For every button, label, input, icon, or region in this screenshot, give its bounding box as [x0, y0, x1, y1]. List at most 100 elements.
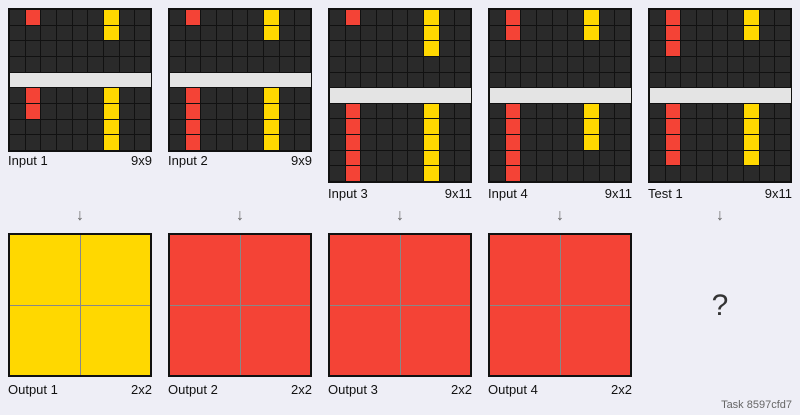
grid-cell: [521, 25, 536, 41]
grid-cell: [361, 41, 376, 56]
grid-cell: [330, 235, 400, 305]
grid-cell: [201, 104, 216, 119]
grid-cell: [584, 72, 599, 88]
grid-cell: [135, 41, 150, 56]
down-arrow-icon: ↓: [396, 207, 404, 224]
grid-cell: [568, 135, 583, 150]
grid-cell: [439, 166, 455, 181]
grid-cell: [775, 119, 790, 135]
grid-cell: [392, 88, 408, 103]
grid-cell: [439, 10, 455, 25]
grid-cell: [759, 41, 775, 56]
grid-cell: [712, 119, 728, 135]
grid-cell: [345, 103, 361, 119]
grid-cell: [361, 150, 376, 166]
grid-cell: [248, 72, 263, 88]
grid-cell: [681, 119, 696, 135]
grid-cell: [104, 88, 119, 103]
grid-cell: [408, 166, 423, 181]
grid-cell: [88, 104, 103, 119]
grid-cell: [665, 150, 681, 166]
grid-cell: [264, 10, 279, 25]
grid-cell: [240, 235, 310, 305]
grid-cell: [170, 57, 185, 72]
grid-cell: [377, 119, 392, 135]
grid-cell: [72, 104, 88, 119]
grid-cell: [728, 10, 743, 25]
grid-cell: [424, 88, 439, 103]
grid-cell: [759, 56, 775, 72]
grid-cell: [392, 119, 408, 135]
grid-cell: [552, 88, 568, 103]
grid-cell: [744, 10, 759, 25]
down-arrow-icon: ↓: [236, 207, 244, 224]
grid-cell: [490, 25, 505, 41]
grid-cell: [408, 119, 423, 135]
grid-cell: [201, 41, 216, 56]
input-grid-2: [168, 8, 312, 152]
grid-cell: [10, 135, 25, 150]
grid-cell: [170, 25, 185, 41]
grid-cell: [10, 305, 80, 375]
test-input-label: Test 1 9x11: [648, 186, 792, 202]
grid-cell: [728, 119, 743, 135]
grid-cell: [377, 72, 392, 88]
grid-cell: [408, 72, 423, 88]
grid-cell: [568, 72, 583, 88]
grid-cell: [135, 10, 150, 25]
grid-cell: [10, 104, 25, 119]
grid-cell: [615, 10, 630, 25]
grid-cell: [552, 150, 568, 166]
grid-cell: [615, 103, 630, 119]
grid-cell: [72, 25, 88, 41]
grid-cell: [439, 88, 455, 103]
grid-cell: [744, 25, 759, 41]
grid-cell: [537, 103, 552, 119]
grid-cell: [584, 41, 599, 56]
grid-cell: [552, 119, 568, 135]
grid-cell: [584, 135, 599, 150]
grid-cell: [650, 135, 665, 150]
grid-cell: [25, 10, 41, 25]
grid-cell: [104, 41, 119, 56]
grid-cell: [537, 10, 552, 25]
grid-cell: [248, 57, 263, 72]
grid-cell: [345, 88, 361, 103]
grid-cell: [455, 88, 470, 103]
grid-cell: [10, 119, 25, 135]
grid-cell: [57, 119, 72, 135]
grid-cell: [424, 56, 439, 72]
grid-cell: [521, 135, 536, 150]
grid-cell: [455, 119, 470, 135]
grid-cell: [490, 72, 505, 88]
grid-cell: [455, 56, 470, 72]
grid-cell: [185, 135, 201, 150]
grid-cell: [599, 119, 615, 135]
output-grid-4: [488, 233, 632, 377]
grid-cell: [377, 10, 392, 25]
grid-cell: [201, 119, 216, 135]
output-name-4: Output 4: [488, 382, 538, 397]
grid-cell: [330, 135, 345, 150]
grid-cell: [119, 41, 135, 56]
grid-cell: [201, 72, 216, 88]
grid-cell: [599, 150, 615, 166]
grid-cell: [744, 166, 759, 181]
grid-cell: [505, 166, 521, 181]
grid-cell: [505, 150, 521, 166]
grid-cell: [650, 41, 665, 56]
grid-cell: [57, 104, 72, 119]
grid-cell: [775, 10, 790, 25]
grid-cell: [41, 88, 56, 103]
grid-cell: [25, 25, 41, 41]
grid-cell: [72, 57, 88, 72]
grid-cell: [25, 88, 41, 103]
grid-cell: [712, 88, 728, 103]
grid-cell: [665, 72, 681, 88]
grid-cell: [424, 166, 439, 181]
grid-cell: [217, 135, 232, 150]
grid-cell: [505, 72, 521, 88]
grid-cell: [345, 10, 361, 25]
grid-cell: [521, 56, 536, 72]
output-label-1: Output 1 2x2: [8, 382, 152, 398]
